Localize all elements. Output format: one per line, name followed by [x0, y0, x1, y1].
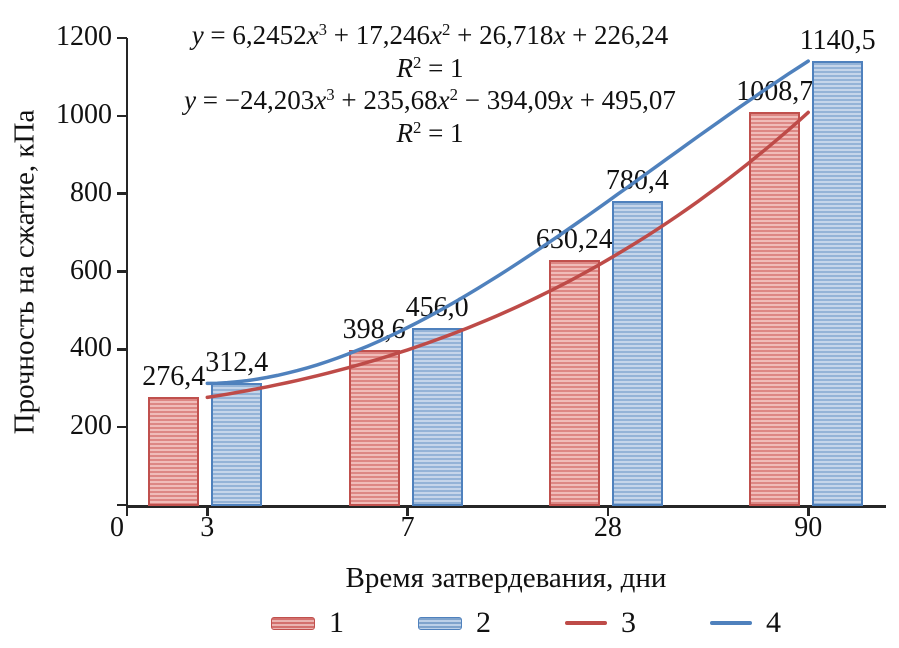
y-tick-label: 600 — [70, 254, 112, 286]
equation-line: R2 = 1 — [396, 117, 464, 148]
y-tick-label: 200 — [70, 410, 112, 442]
legend-item-1: 1 — [271, 608, 344, 638]
y-tick-label: 400 — [70, 332, 112, 364]
legend-bar-swatch — [418, 616, 462, 630]
y-tick-label: 800 — [70, 176, 112, 208]
equation-line: y = 6,2452x3 + 17,246x2 + 26,718x + 226,… — [191, 19, 669, 50]
x-tick-label: 7 — [400, 512, 415, 543]
y-tick-label: 1200 — [56, 20, 112, 52]
legend-bar-swatch — [271, 616, 315, 630]
x-axis-tick — [606, 507, 610, 516]
bar-series2-cat90 — [812, 61, 864, 506]
bar-series2-cat3 — [211, 383, 263, 506]
bar-series1-cat7 — [348, 349, 400, 506]
bar-value-label: 312,4 — [205, 347, 269, 379]
legend-line-swatch — [710, 620, 752, 626]
legend-label: 4 — [766, 606, 781, 639]
y-axis-tick — [117, 114, 127, 118]
legend-line-swatch — [565, 620, 607, 626]
x-tick-label: 28 — [593, 512, 622, 543]
legend-label: 3 — [621, 606, 636, 639]
x-tick-label: 90 — [794, 512, 823, 543]
y-tick-label: 1000 — [56, 98, 112, 130]
y-axis-tick — [117, 192, 127, 195]
bar-series2-cat28 — [611, 201, 663, 506]
legend-label: 2 — [476, 606, 491, 639]
x-axis-line — [125, 505, 886, 508]
x-axis-tick — [206, 507, 209, 516]
legend-item-2: 2 — [418, 608, 491, 638]
y-axis-tick — [117, 270, 127, 273]
legend: 1 2 3 4 — [147, 608, 899, 638]
trendline-equations: y = 6,2452x3 + 17,246x2 + 26,718x + 226,… — [130, 19, 730, 149]
bar-value-label: 1140,5 — [799, 25, 876, 57]
y-axis-tick — [117, 36, 127, 40]
legend-item-3: 3 — [565, 608, 636, 638]
bar-value-label: 456,0 — [405, 291, 469, 323]
y-axis-tick — [117, 425, 127, 429]
x-tick-label: 3 — [200, 512, 215, 543]
bar-series1-cat90 — [749, 112, 801, 506]
y-axis-tick — [117, 348, 127, 351]
x-axis-tick — [406, 507, 409, 516]
equation-line: R2 = 1 — [396, 52, 464, 83]
bar-value-label: 780,4 — [605, 165, 669, 197]
y-axis-tick — [117, 503, 127, 507]
equation-line: y = −24,203x3 + 235,68x2 − 394,09x + 495… — [184, 84, 676, 115]
x-origin-label: 0 — [110, 512, 124, 543]
x-axis-title: Время затвердевания, дни — [345, 562, 667, 594]
bar-series1-cat28 — [548, 259, 600, 506]
bar-value-label: 276,4 — [142, 361, 206, 393]
bar-series1-cat3 — [148, 397, 200, 506]
bar-series2-cat7 — [411, 327, 463, 506]
legend-item-4: 4 — [710, 608, 781, 638]
legend-label: 1 — [329, 606, 344, 639]
x-axis-tick — [125, 507, 129, 516]
x-axis-tick — [807, 507, 810, 516]
